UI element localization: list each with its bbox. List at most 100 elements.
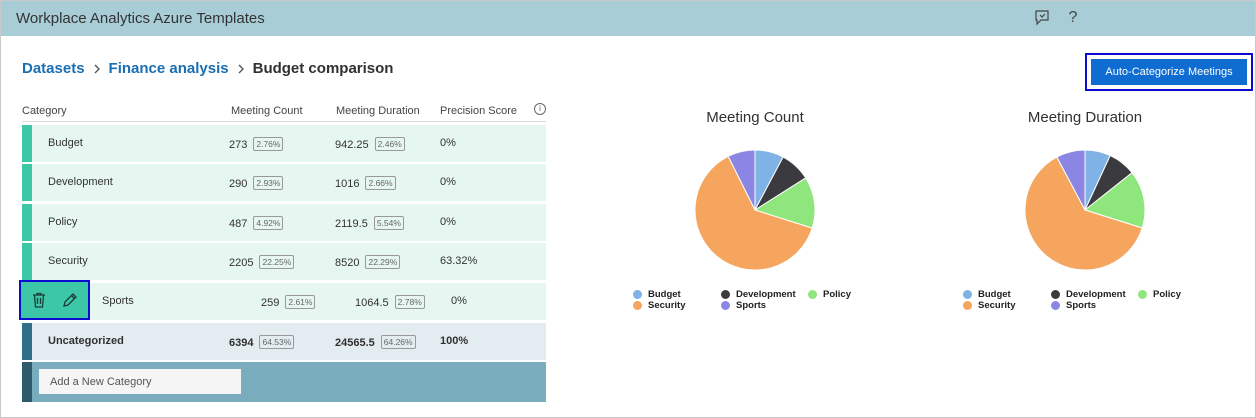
help-icon[interactable]: ? [1068,9,1078,26]
legend-item-development: Development [1051,289,1126,300]
meeting-count-cell: 487 4.92% [229,215,284,230]
add-category-input[interactable] [39,369,241,395]
count-pct-badge: 22.25% [259,255,295,270]
duration-value: 1064.5 [355,296,389,309]
count-value: 290 [229,178,248,191]
legend-label: Sports [1066,300,1097,311]
category-name: Uncategorized [48,334,124,347]
app-title: Workplace Analytics Azure Templates [16,10,265,27]
duration-pct-badge: 2.46% [374,136,405,151]
table-row[interactable]: Security 2205 22.25% 8520 22.29% 63.32% [22,243,546,281]
chevron-right-icon [92,62,102,76]
row-tools [19,279,90,320]
table-row[interactable]: Policy 487 4.92% 2119.5 5.54% 0% [22,203,546,241]
meeting-duration-chart: Meeting Duration Budget Development Policy… [955,107,1215,317]
precision-value: 0% [451,294,467,307]
meeting-duration-cell: 8520 22.29% [335,255,401,270]
legend-swatch [1051,290,1060,299]
pie-svg [1024,149,1146,271]
count-pct-badge: 2.93% [253,176,284,191]
legend-swatch [963,301,972,310]
legend-label: Budget [648,289,681,300]
duration-pct-badge: 2.78% [394,294,425,309]
category-color-bar [22,203,32,241]
count-value: 273 [229,138,248,151]
legend-swatch [1138,290,1147,299]
count-pct-badge: 4.92% [253,215,284,230]
meeting-count-cell: 259 2.61% [261,294,316,309]
legend-item-sports: Sports [1051,300,1096,311]
legend-item-sports: Sports [721,300,766,311]
pie-slice-policy[interactable] [1083,172,1146,229]
meeting-count-cell: 2205 22.25% [229,255,295,270]
duration-pct-badge: 2.66% [365,176,396,191]
legend-swatch [633,301,642,310]
meeting-count-cell: 290 2.93% [229,176,284,191]
meeting-count-cell: 6394 64.53% [229,334,295,349]
count-pct-badge: 64.53% [259,334,295,349]
legend-swatch [808,290,817,299]
meeting-duration-cell: 1064.5 2.78% [355,294,425,309]
duration-value: 942.25 [335,138,369,151]
table-header: Category Meeting Count Meeting Duration … [22,100,546,122]
edit-pencil-icon[interactable] [61,291,79,309]
add-row-color-bar [22,362,32,403]
breadcrumb-finance-analysis[interactable]: Finance analysis [108,60,229,77]
table-row[interactable]: Development 290 2.93% 1016 2.66% 0% [22,164,546,202]
category-color-bar [22,322,32,360]
legend-item-security: Security [963,300,1016,311]
count-pct-badge: 2.61% [285,294,316,309]
pie-slice-sports[interactable] [1056,149,1086,211]
category-table: Category Meeting Count Meeting Duration … [19,100,546,403]
chart-title: Meeting Count [706,109,804,126]
count-value: 259 [261,296,280,309]
breadcrumb-datasets[interactable]: Datasets [22,60,85,77]
meeting-duration-cell: 1016 2.66% [335,176,396,191]
header-category: Category [22,105,67,117]
legend-item-policy: Policy [1138,289,1181,300]
header-meeting-duration: Meeting Duration [336,105,420,117]
category-color-bar [22,124,32,162]
meeting-count-cell: 273 2.76% [229,136,284,151]
legend-swatch [1051,301,1060,310]
meeting-duration-cell: 2119.5 5.54% [335,215,404,230]
category-color-bar [22,164,32,202]
legend-swatch [963,290,972,299]
top-bar: Workplace Analytics Azure Templates ? [1,1,1255,36]
legend-item-development: Development [721,289,796,300]
legend-label: Budget [978,289,1011,300]
auto-categorize-button[interactable]: Auto-Categorize Meetings [1091,59,1247,85]
table-row-selected[interactable]: Sports 259 2.61% 1064.5 2.78% 0% [19,279,546,320]
legend-label: Development [1066,289,1126,300]
table-row-uncategorized[interactable]: Uncategorized 6394 64.53% 24565.5 64.26% 1… [22,322,546,360]
legend-item-policy: Policy [808,289,851,300]
duration-value: 2119.5 [335,217,368,230]
feedback-icon[interactable] [1032,8,1052,28]
category-name: Development [48,176,113,189]
breadcrumb-current: Budget comparison [252,60,394,77]
duration-pct-badge: 22.29% [365,255,401,270]
pie-slice-security[interactable] [1024,156,1143,271]
legend-label: Development [736,289,796,300]
trash-icon[interactable] [30,291,48,309]
category-name: Security [48,255,88,268]
legend-item-budget: Budget [633,289,681,300]
breadcrumb: Datasets Finance analysis Budget compari… [22,60,393,77]
legend-swatch [721,301,730,310]
info-icon[interactable]: i [534,103,546,115]
legend-label: Policy [1153,289,1181,300]
pie-slice-security[interactable] [694,155,813,271]
add-category-row [22,362,546,403]
pie-slice-sports[interactable] [727,149,756,211]
pie-slice-policy[interactable] [753,177,816,229]
legend-label: Policy [823,289,851,300]
meeting-duration-cell: 24565.5 64.26% [335,334,416,349]
legend-label: Sports [736,300,767,311]
precision-value: 0% [440,136,456,149]
precision-value: 63.32% [440,255,478,268]
legend-swatch [633,290,642,299]
header-meeting-count: Meeting Count [231,105,303,117]
count-value: 6394 [229,336,254,349]
table-row[interactable]: Budget 273 2.76% 942.25 2.46% 0% [22,124,546,162]
legend-label: Security [648,300,686,311]
